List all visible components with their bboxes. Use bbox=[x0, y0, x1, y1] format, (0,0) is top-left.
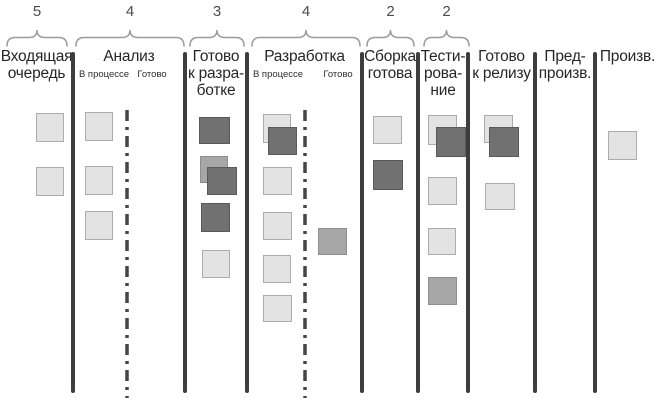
wip-limit-ready-for-development: 3 bbox=[212, 3, 222, 20]
column-title-line: произв. bbox=[538, 65, 592, 82]
kanban-card bbox=[318, 228, 347, 255]
column-title-production: Произв. bbox=[595, 48, 660, 65]
kanban-card bbox=[263, 212, 292, 240]
wip-limit-brace-analysis bbox=[75, 29, 185, 47]
kanban-card bbox=[36, 167, 64, 196]
subcolumn-label-development-done: Готово bbox=[323, 69, 353, 80]
kanban-card bbox=[263, 255, 291, 283]
kanban-card bbox=[373, 160, 403, 190]
column-title-line: очередь bbox=[7, 65, 66, 82]
wip-limit-brace-testing bbox=[423, 29, 470, 47]
kanban-card bbox=[85, 211, 113, 240]
column-title-line: Разработка bbox=[264, 48, 345, 65]
column-title-ready-for-release: Готово к релизу bbox=[468, 48, 535, 82]
column-separator-line bbox=[416, 52, 420, 393]
column-separator-line bbox=[593, 52, 597, 393]
subcolumn-label-analysis-done: Готово bbox=[137, 69, 167, 80]
column-title-line: Готово bbox=[478, 48, 525, 65]
column-title-line: Готово bbox=[192, 48, 240, 65]
column-title-line: Пред- bbox=[544, 48, 586, 65]
kanban-card bbox=[199, 117, 230, 144]
wip-limit-brace-incoming-queue bbox=[6, 29, 68, 47]
column-title-development: Разработка bbox=[247, 48, 362, 65]
kanban-card bbox=[36, 113, 64, 142]
kanban-card bbox=[85, 112, 113, 141]
column-title-testing: Тести-рова-ние bbox=[418, 48, 468, 99]
column-title-line: ние bbox=[430, 82, 456, 99]
kanban-card bbox=[263, 167, 292, 195]
kanban-card bbox=[489, 127, 519, 157]
column-separator-line bbox=[466, 52, 470, 393]
column-title-line: Анализ bbox=[103, 48, 155, 65]
column-title-line: к разра- bbox=[187, 65, 245, 82]
column-title-analysis: Анализ bbox=[73, 48, 185, 65]
column-separator-line bbox=[183, 52, 187, 393]
column-title-ready-for-development: Готово к разра-ботке bbox=[185, 48, 247, 99]
wip-limit-development: 4 bbox=[301, 3, 311, 20]
kanban-card bbox=[608, 131, 637, 160]
kanban-card bbox=[428, 177, 457, 205]
column-separator-line bbox=[533, 52, 537, 393]
wip-limit-incoming-queue: 5 bbox=[32, 3, 42, 20]
kanban-card bbox=[485, 183, 515, 210]
wip-limit-brace-development bbox=[251, 29, 361, 47]
column-separator-line bbox=[71, 52, 75, 393]
wip-limit-brace-build-ready bbox=[366, 29, 415, 47]
kanban-card bbox=[202, 250, 230, 278]
wip-limit-testing: 2 bbox=[442, 3, 451, 20]
kanban-card bbox=[85, 166, 113, 195]
kanban-card bbox=[207, 167, 237, 195]
column-title-line: ботке bbox=[196, 82, 236, 99]
column-title-line: Входящая bbox=[0, 48, 73, 65]
column-title-line: Тести- bbox=[420, 48, 466, 65]
subcolumn-label-analysis-in-progress: В процессе bbox=[78, 69, 130, 80]
subcolumn-label-development-in-progress: В процессе bbox=[252, 69, 304, 80]
column-separator-line bbox=[245, 52, 249, 393]
kanban-card bbox=[428, 228, 456, 255]
kanban-card bbox=[263, 295, 292, 322]
wip-limit-build-ready: 2 bbox=[386, 3, 395, 20]
wip-limit-brace-ready-for-development bbox=[189, 29, 245, 47]
column-title-incoming-queue: Входящая очередь bbox=[0, 48, 73, 82]
column-title-line: рова- bbox=[423, 65, 463, 82]
kanban-card bbox=[373, 116, 402, 144]
column-title-pre-production: Пред-произв. bbox=[535, 48, 595, 82]
wip-limit-analysis: 4 bbox=[125, 3, 135, 20]
column-title-line: Произв. bbox=[599, 48, 656, 65]
kanban-card bbox=[436, 127, 466, 157]
column-title-line: Сборка bbox=[364, 48, 416, 65]
kanban-card bbox=[428, 277, 457, 305]
column-separator-line bbox=[360, 52, 364, 393]
kanban-card bbox=[201, 203, 230, 232]
column-title-line: к релизу bbox=[472, 65, 531, 82]
kanban-card bbox=[268, 127, 297, 155]
column-title-build-ready: Сборка готова bbox=[362, 48, 418, 82]
column-title-line: готова bbox=[367, 65, 413, 82]
